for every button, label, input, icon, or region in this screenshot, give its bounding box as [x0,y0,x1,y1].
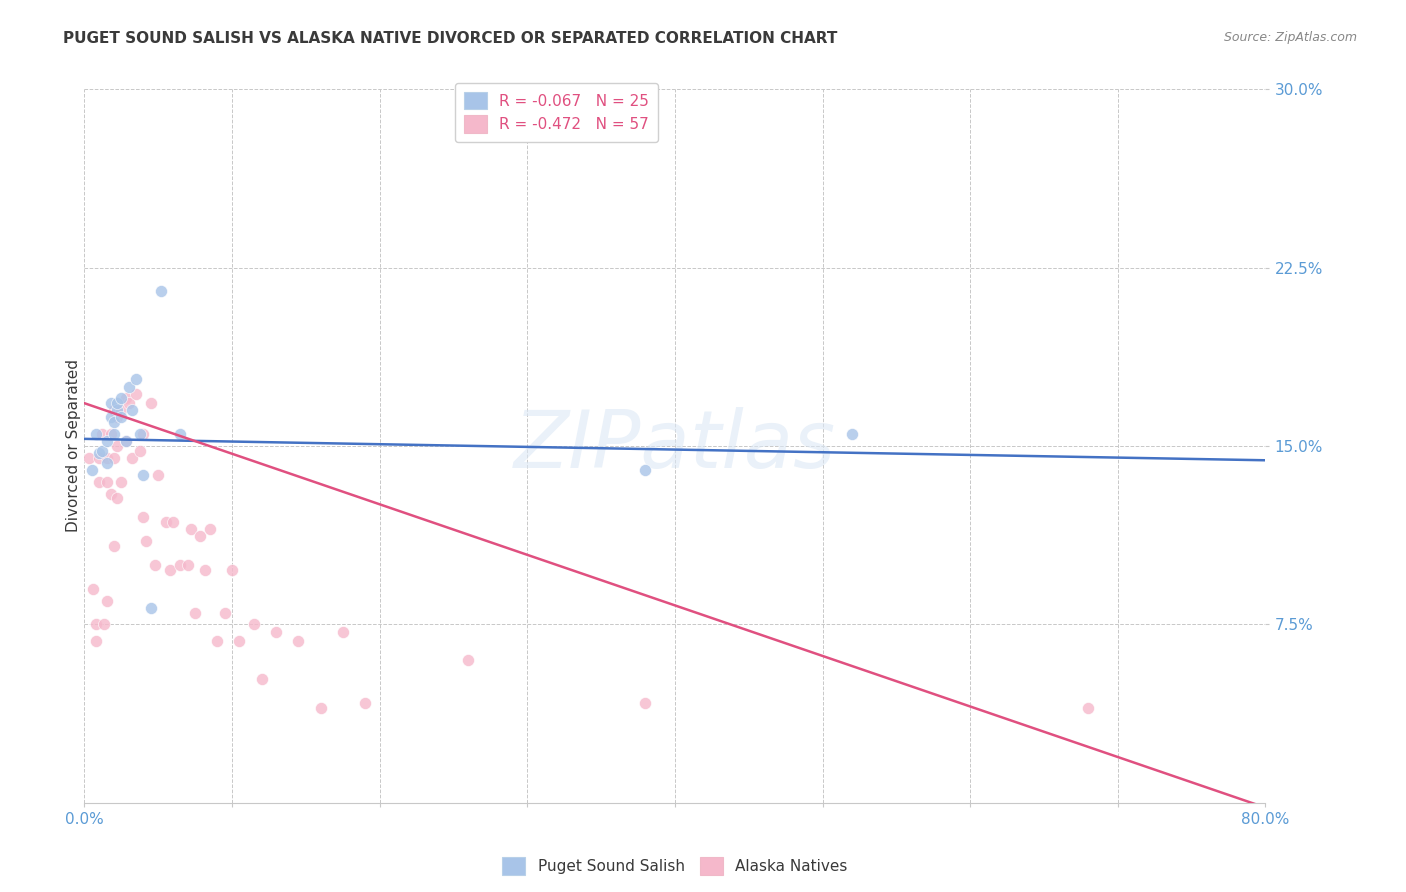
Point [139,600,162,615]
Point [91,427,114,442]
Point [96,456,118,470]
Point [139,396,162,410]
Point [96,450,118,465]
Point [177,558,200,572]
Point [93,617,115,632]
Point [114,434,136,449]
Point [188,529,211,543]
Point [198,522,221,536]
Point [105,396,128,410]
Point [194,563,217,577]
Point [103,415,125,429]
Point [103,427,125,442]
Point [143,558,166,572]
Point [110,403,132,417]
Point [87,450,111,465]
Point [110,392,132,406]
Point [129,443,152,458]
Point [114,392,136,406]
Point [105,439,128,453]
Point [91,443,114,458]
Point [84,634,107,648]
Point [169,427,191,442]
Point [114,434,136,449]
Point [84,427,107,442]
Point [132,510,155,524]
Point [110,475,132,489]
Point [80,463,103,477]
Point [100,427,122,442]
Point [84,617,107,632]
Point [103,450,125,465]
Point [287,634,309,648]
Text: Source: ZipAtlas.com: Source: ZipAtlas.com [1223,31,1357,45]
Point [100,486,122,500]
Point [634,463,657,477]
Point [118,396,141,410]
Point [354,696,377,710]
Point [129,427,152,442]
Point [121,450,143,465]
Point [309,700,332,714]
Point [155,515,177,529]
Point [457,653,479,667]
Text: PUGET SOUND SALISH VS ALASKA NATIVE DIVORCED OR SEPARATED CORRELATION CHART: PUGET SOUND SALISH VS ALASKA NATIVE DIVO… [63,31,838,46]
Point [105,410,128,425]
Point [82,582,104,596]
Point [1077,700,1099,714]
Point [87,475,111,489]
Legend: Puget Sound Salish, Alaska Natives: Puget Sound Salish, Alaska Natives [495,850,855,882]
Point [228,634,250,648]
Point [77,450,100,465]
Point [100,396,122,410]
Point [150,285,173,299]
Point [169,558,191,572]
Point [243,617,266,632]
Point [105,491,128,506]
Point [159,563,181,577]
Y-axis label: Divorced or Separated: Divorced or Separated [66,359,80,533]
Point [132,427,155,442]
Point [87,446,111,460]
Point [103,403,125,417]
Point [221,563,243,577]
Point [96,434,118,449]
Point [148,467,170,482]
Point [184,606,207,620]
Point [841,427,863,442]
Point [103,539,125,553]
Point [180,522,202,536]
Point [634,696,657,710]
Point [132,467,155,482]
Point [250,672,273,686]
Point [121,403,143,417]
Point [105,403,128,417]
Point [332,624,354,639]
Point [135,534,157,549]
Point [207,634,229,648]
Point [100,410,122,425]
Point [96,593,118,607]
Point [118,379,141,393]
Point [96,475,118,489]
Point [162,515,184,529]
Point [266,624,288,639]
Point [125,386,148,401]
Text: ZIPatlas: ZIPatlas [513,407,837,485]
Point [214,606,236,620]
Point [110,410,132,425]
Point [125,372,148,386]
